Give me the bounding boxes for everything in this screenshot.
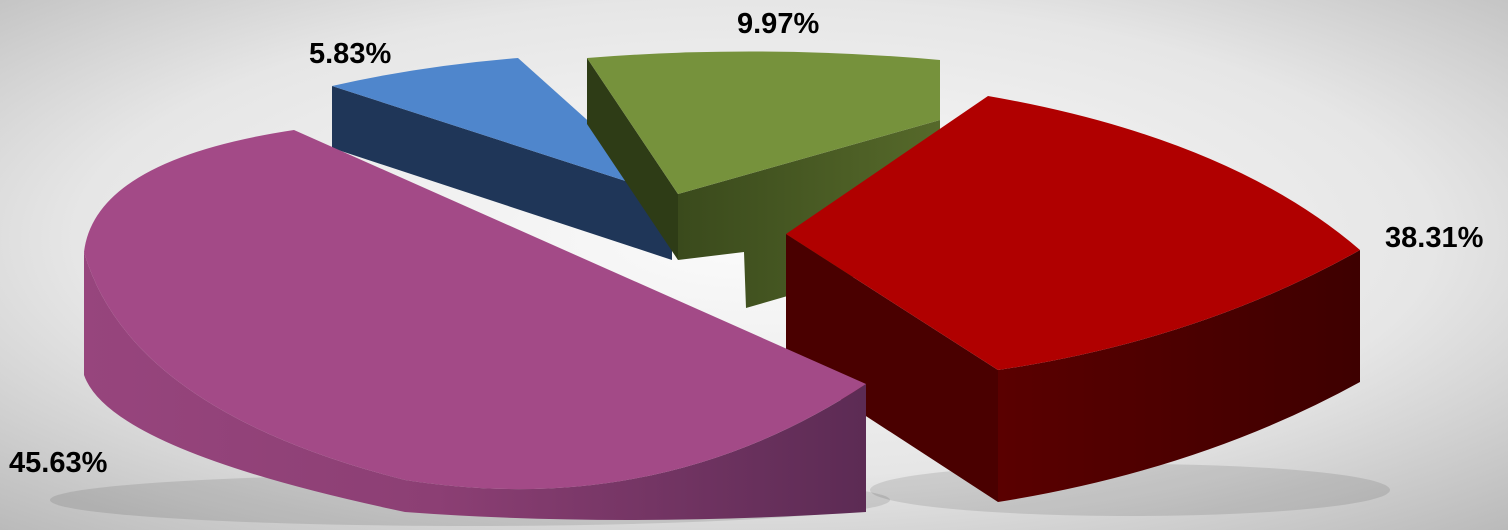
slice-side	[332, 86, 672, 260]
pie-slice-45-63	[84, 130, 866, 520]
slice-top	[587, 51, 940, 194]
slice-side	[998, 250, 1360, 502]
slice-top	[84, 130, 866, 490]
slice-label-9-97: 9.97%	[737, 8, 819, 40]
slice-side	[84, 252, 866, 520]
slice-top	[786, 96, 1360, 370]
slice-label-38-31: 38.31%	[1385, 222, 1484, 254]
slice-side	[786, 234, 998, 502]
slice-label-45-63: 45.63%	[9, 447, 108, 479]
pie-slice-5-83	[332, 58, 672, 260]
slice-label-5-83: 5.83%	[309, 38, 391, 70]
pie-slice-38-31	[786, 96, 1360, 502]
slice-side	[587, 58, 678, 260]
slice-top	[332, 58, 672, 196]
